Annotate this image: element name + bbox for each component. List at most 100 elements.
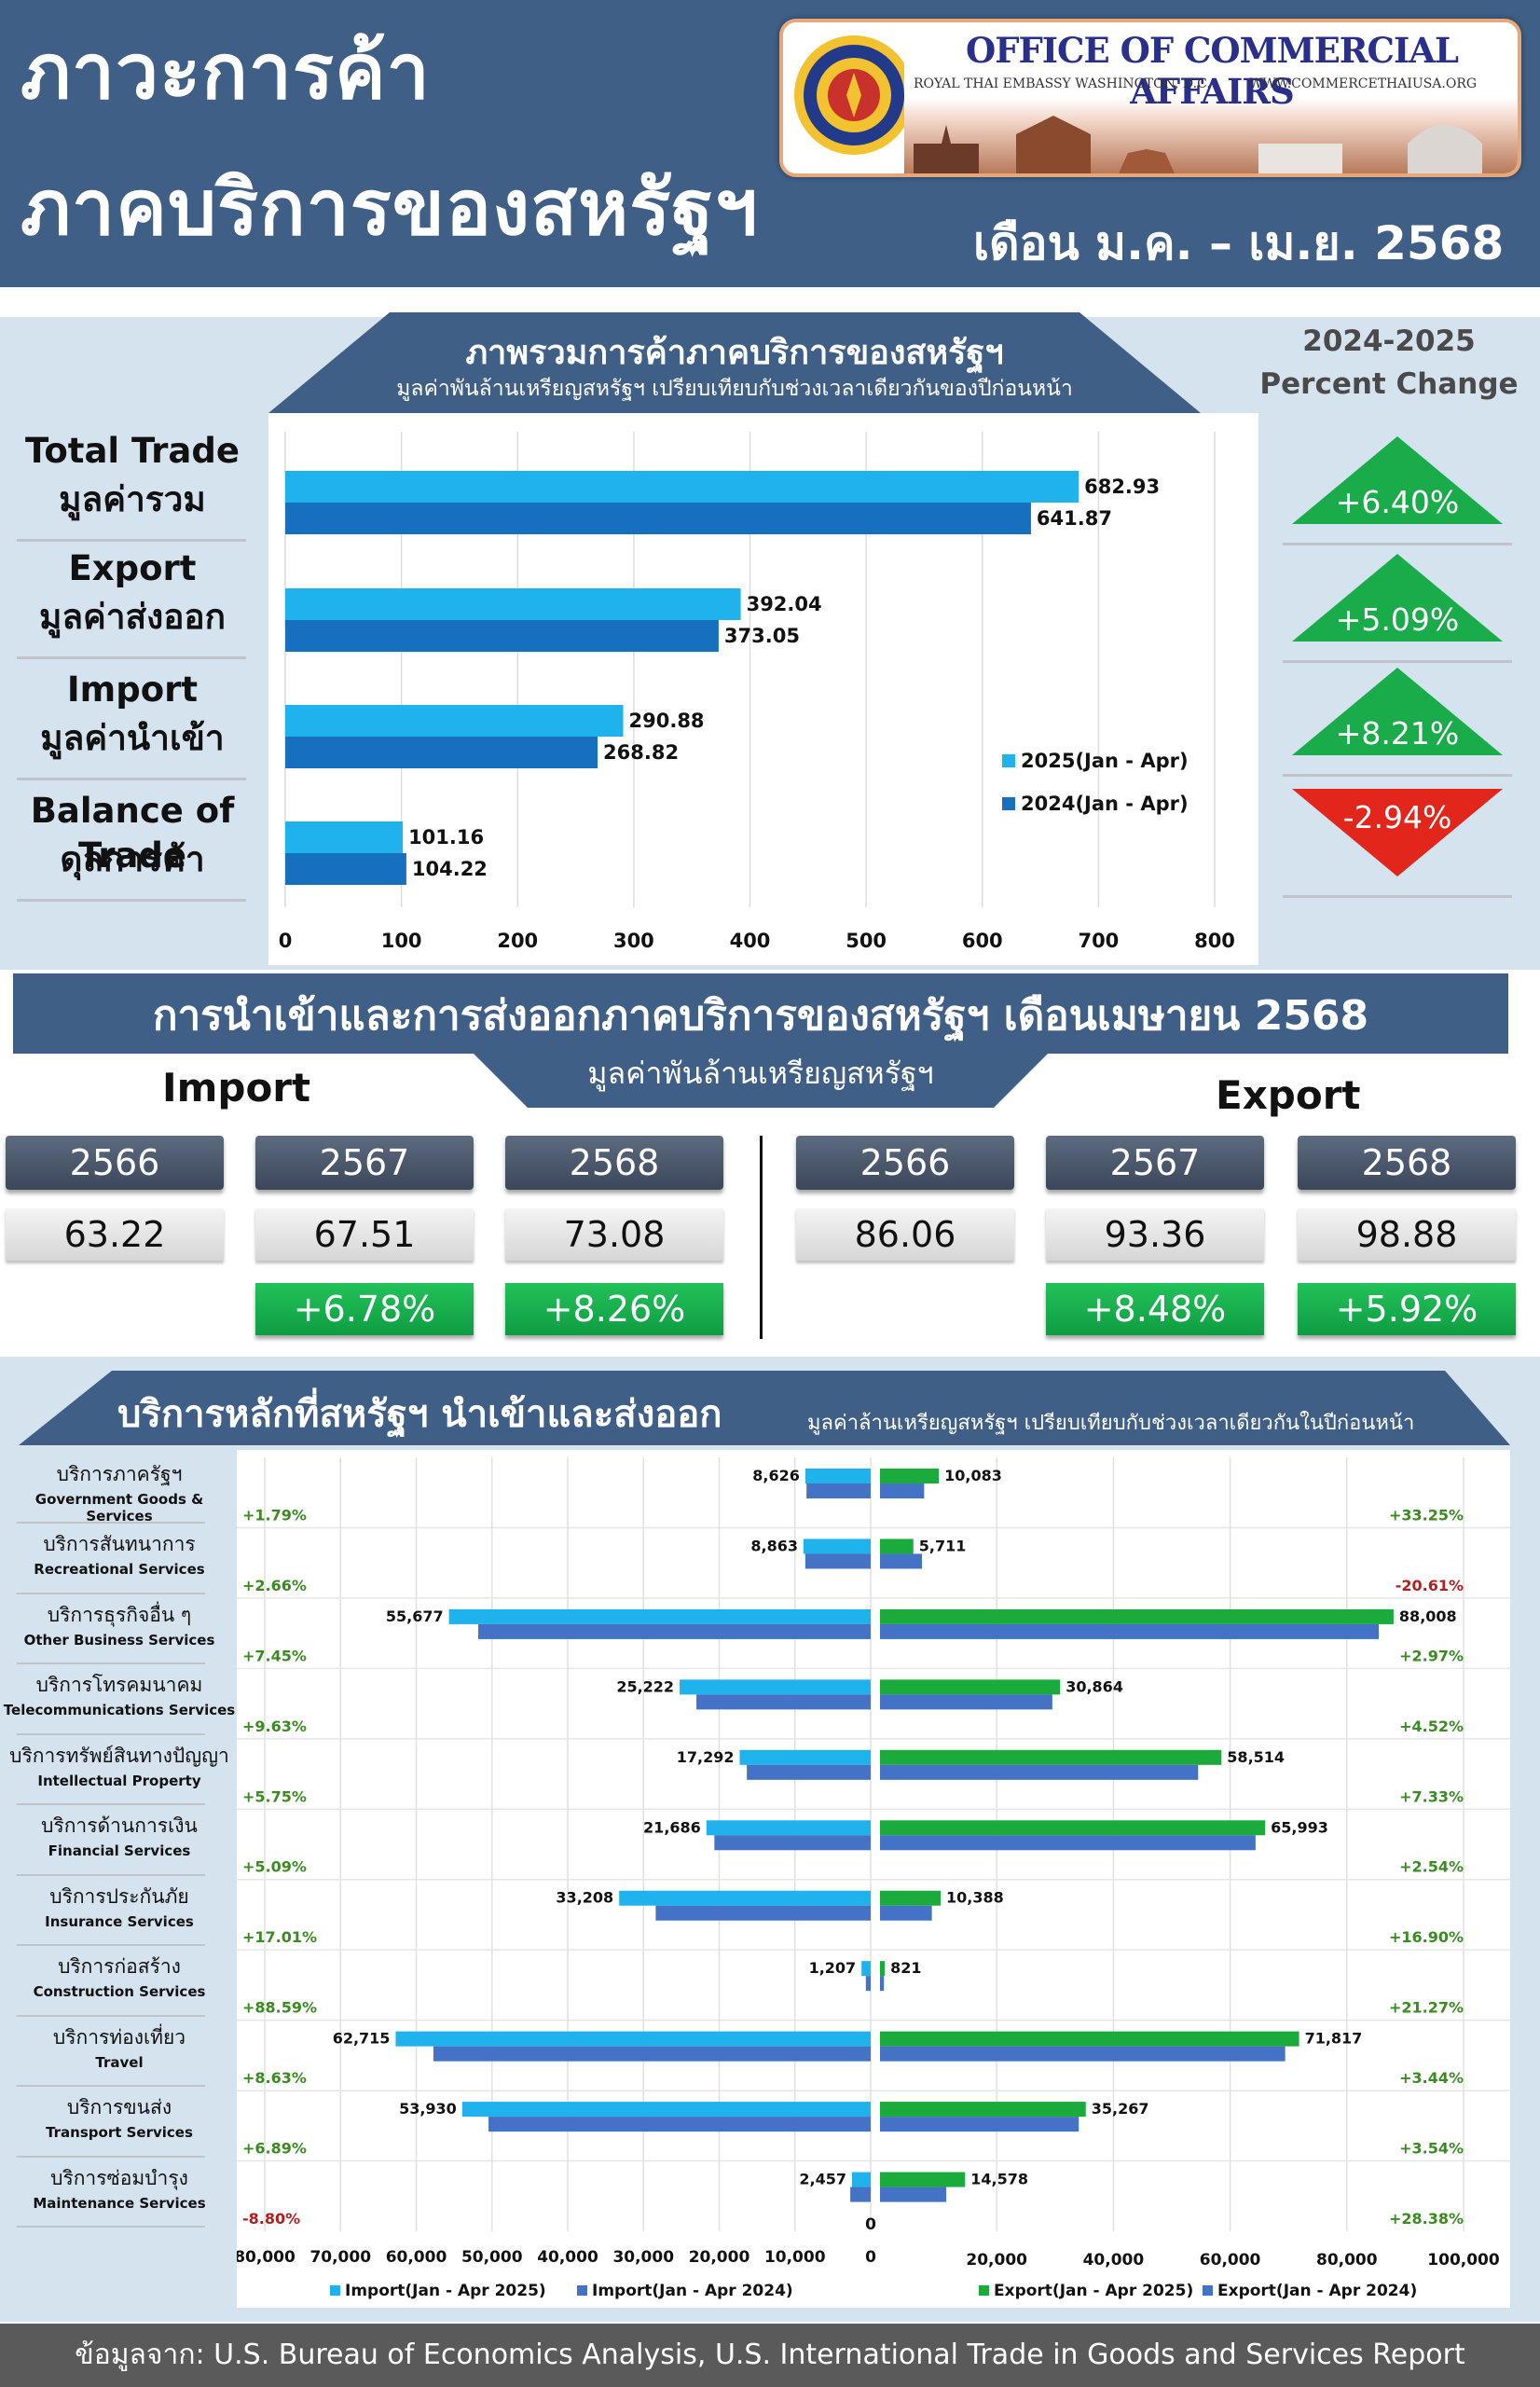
import-x-tick: 60,000 (386, 2248, 447, 2267)
import-pct-change: +8.63% (242, 2069, 307, 2087)
pct-separator (1283, 660, 1512, 663)
bar-2025 (285, 705, 624, 737)
category-separator (17, 2014, 205, 2017)
export-pct-change: +16.90% (1389, 1928, 1464, 1946)
page-title-line2: ภาคบริการของสหรัฐฯ (21, 164, 759, 253)
down-arrow-icon: -2.94% (1292, 789, 1503, 876)
source-footer: ข้อมูลจาก: U.S. Bureau of Economics Anal… (0, 2324, 1540, 2387)
export-data-label: 58,514 (1227, 1748, 1285, 1766)
import-2025-bar (739, 1749, 871, 1765)
x-tick-label: 100 (381, 930, 422, 952)
arrow-shape (1292, 789, 1503, 876)
export-data-label: 35,267 (1092, 2100, 1149, 2118)
pct-heading-label: Percent Change (1259, 367, 1519, 401)
import-x-tick: 30,000 (612, 2248, 674, 2267)
export-2025-bar (880, 1749, 1222, 1765)
row-label-en: Export (68, 548, 197, 588)
import-2025-bar (852, 2172, 871, 2187)
export-2025-bar (880, 2102, 1086, 2118)
import-data-label: 17,292 (677, 1748, 735, 1766)
import-2024-bar (850, 2187, 871, 2202)
data-label: 392.04 (747, 593, 822, 615)
export-2024-bar (880, 2187, 947, 2202)
export-pct-change: +7.33% (1399, 1787, 1464, 1805)
import-2024-bar (714, 1835, 871, 1851)
data-label: 290.88 (629, 710, 705, 732)
row-label-th: มูลค่ารวม (59, 479, 206, 519)
import-value-box: 67.51 (255, 1208, 474, 1261)
import-2024-bar (433, 2046, 871, 2062)
export-data-label: 65,993 (1271, 1818, 1328, 1836)
row-label-en: Total Trade (25, 431, 240, 471)
import-2025-bar (395, 2031, 871, 2047)
export-pct-change: +4.52% (1399, 1718, 1464, 1735)
page-title-line1: ภาวะการค้า (21, 28, 431, 117)
export-2024-bar (880, 1764, 1199, 1780)
export-2025-bar (880, 1469, 940, 1483)
category-label-th: บริการภาครัฐฯ (56, 1463, 183, 1485)
category-label-en: Transport Services (46, 2124, 193, 2142)
april-banner (13, 973, 1508, 1054)
export-value-box: 86.06 (796, 1208, 1014, 1261)
legend-label: 2025(Jan - Apr) (1021, 750, 1189, 772)
category-separator (17, 1732, 205, 1735)
legend-label: 2024(Jan - Apr) (1021, 793, 1189, 815)
legend-label: Import(Jan - Apr 2024) (592, 2282, 793, 2300)
import-data-label: 8,626 (752, 1467, 800, 1484)
x-tick-label: 300 (613, 930, 654, 952)
pct-separator (1283, 774, 1512, 777)
category-label-th: บริการทรัพย์สินทางปัญญา (9, 1744, 229, 1767)
row-separator (17, 778, 246, 780)
import-2025-bar (804, 1469, 871, 1483)
import-2024-bar (865, 1976, 871, 1992)
export-pct-change: +33.25% (1389, 1506, 1464, 1524)
legend-swatch (1002, 797, 1015, 810)
row-label-en: Balance of Trade (30, 791, 235, 876)
export-2024-bar (880, 1553, 923, 1569)
arrow-shape (1292, 436, 1503, 524)
bar-2024 (285, 853, 406, 885)
x-tick-label: 0 (279, 930, 293, 952)
import-x-tick: 70,000 (309, 2248, 371, 2267)
royal-emblem-logo (794, 35, 914, 155)
export-2024-bar (880, 2117, 1079, 2132)
import-pct-change: -8.80% (242, 2210, 300, 2228)
category-label-en: Recreational Services (34, 1561, 205, 1579)
category-separator (17, 1522, 205, 1525)
category-separator (17, 2226, 205, 2228)
import-2025-bar (448, 1608, 871, 1624)
april-title: การนำเข้าและการส่งออกภาคบริการของสหรัฐฯ … (152, 992, 1369, 1040)
legend-swatch (330, 2285, 340, 2296)
services-subtitle: มูลค่าล้านเหรียญสหรัฐฯ เปรียบเทียบกับช่ว… (807, 1412, 1415, 1435)
export-data-label: 88,008 (1399, 1607, 1457, 1625)
export-2025-bar (880, 1608, 1394, 1624)
import-pct-change: +1.79% (242, 1506, 307, 1524)
services-butterfly-chart: 80,000 70,000 60,000 50,000 40,000 30,000 20,0… (237, 1457, 1510, 2300)
export-x-tick: 20,000 (966, 2251, 1027, 2270)
legend-swatch (1002, 754, 1015, 767)
import-data-label: 33,208 (556, 1889, 613, 1907)
import-data-label: 55,677 (386, 1607, 444, 1625)
import-value-box: 73.08 (505, 1208, 723, 1261)
category-label-th: บริการก่อสร้าง (58, 1955, 181, 1979)
import-data-label: 21,686 (643, 1818, 701, 1836)
export-value-box: 93.36 (1046, 1208, 1264, 1261)
import-2024-bar (696, 1694, 871, 1710)
row-label-en: Import (66, 669, 199, 710)
export-pct-change: +2.54% (1399, 1858, 1464, 1876)
import-2025-bar (861, 1961, 871, 1977)
category-separator (17, 1592, 205, 1594)
import-x-tick: 40,000 (537, 2248, 598, 2267)
zero-tick: 0 (865, 2215, 876, 2234)
overview-title: ภาพรวมการค้าภาคบริการของสหรัฐฯ (465, 334, 1004, 372)
data-label: 268.82 (603, 741, 679, 764)
export-2024-bar (880, 1694, 1052, 1710)
export-data-label: 10,083 (944, 1467, 1002, 1484)
export-2024-bar (880, 2046, 1286, 2062)
import-x-tick: 50,000 (461, 2248, 523, 2267)
services-banner (19, 1371, 1510, 1445)
export-pct-change: +3.44% (1399, 2069, 1464, 2087)
april-banner-tab (472, 1052, 1050, 1108)
export-pct-change: +28.38% (1389, 2210, 1464, 2228)
legend-swatch (1203, 2285, 1213, 2296)
